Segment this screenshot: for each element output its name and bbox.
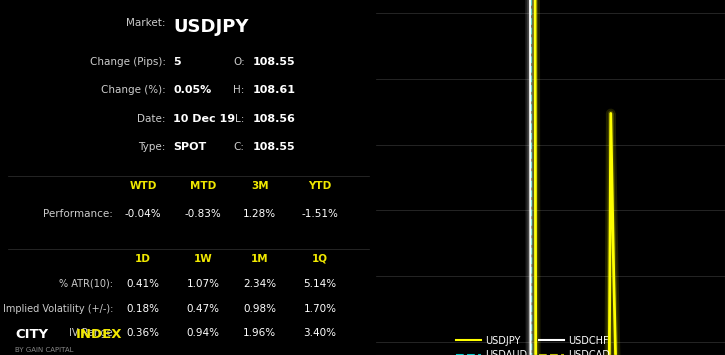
Text: 3.40%: 3.40% [304,328,336,338]
Text: Change (%):: Change (%): [101,85,165,95]
Text: 0.18%: 0.18% [127,304,160,313]
Text: Date:: Date: [137,114,165,124]
Text: 1Q: 1Q [312,254,328,264]
Text: MTD: MTD [190,181,216,191]
Text: 1W: 1W [194,254,212,264]
Text: INDEX: INDEX [75,328,122,341]
Legend: USDJPY, USDAUD, USDCHF, USDCAD: USDJPY, USDAUD, USDCHF, USDCAD [452,332,614,355]
Text: -0.83%: -0.83% [185,209,222,219]
Text: C:: C: [233,142,245,152]
Text: 5: 5 [173,57,181,67]
Text: 1.70%: 1.70% [304,304,336,313]
Text: 0.36%: 0.36% [127,328,160,338]
Text: Market:: Market: [126,18,165,28]
Text: 108.61: 108.61 [252,85,295,95]
Text: 5.14%: 5.14% [304,279,336,289]
Text: L:: L: [236,114,245,124]
Text: 1M: 1M [251,254,268,264]
Text: Type:: Type: [138,142,165,152]
Text: 1.96%: 1.96% [243,328,276,338]
Text: Change (Pips):: Change (Pips): [90,57,165,67]
Text: O:: O: [233,57,245,67]
Text: BY GAIN CAPITAL: BY GAIN CAPITAL [15,347,73,353]
Text: 0.41%: 0.41% [127,279,160,289]
Text: 0.94%: 0.94% [187,328,220,338]
Text: SPOT: SPOT [173,142,207,152]
Text: 0.98%: 0.98% [244,304,276,313]
Text: WTD: WTD [129,181,157,191]
Text: H:: H: [233,85,245,95]
Text: 108.55: 108.55 [252,142,295,152]
Text: CITY: CITY [15,328,48,341]
Text: Implied Volatility (+/-):: Implied Volatility (+/-): [3,304,113,313]
Text: 1.07%: 1.07% [187,279,220,289]
Text: 0.05%: 0.05% [173,85,212,95]
Text: 1D: 1D [135,254,151,264]
Text: 108.55: 108.55 [252,57,295,67]
Text: Performance:: Performance: [43,209,113,219]
Text: 2.34%: 2.34% [243,279,276,289]
Text: % ATR(10):: % ATR(10): [59,279,113,289]
Text: -0.04%: -0.04% [125,209,162,219]
Text: IV Range: IV Range [70,328,113,338]
Text: 0.47%: 0.47% [187,304,220,313]
Text: USDJPY: USDJPY [173,18,249,36]
Text: YTD: YTD [308,181,331,191]
Text: 108.56: 108.56 [252,114,295,124]
Text: 10 Dec 19: 10 Dec 19 [173,114,236,124]
Text: -1.51%: -1.51% [302,209,339,219]
Text: 1.28%: 1.28% [243,209,276,219]
Text: 3M: 3M [251,181,268,191]
